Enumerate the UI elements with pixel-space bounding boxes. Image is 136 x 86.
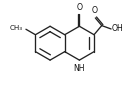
Text: NH: NH xyxy=(74,64,85,73)
Text: O: O xyxy=(76,2,82,12)
Text: O: O xyxy=(91,6,97,15)
Text: OH: OH xyxy=(111,25,123,33)
Text: CH₃: CH₃ xyxy=(9,25,22,31)
